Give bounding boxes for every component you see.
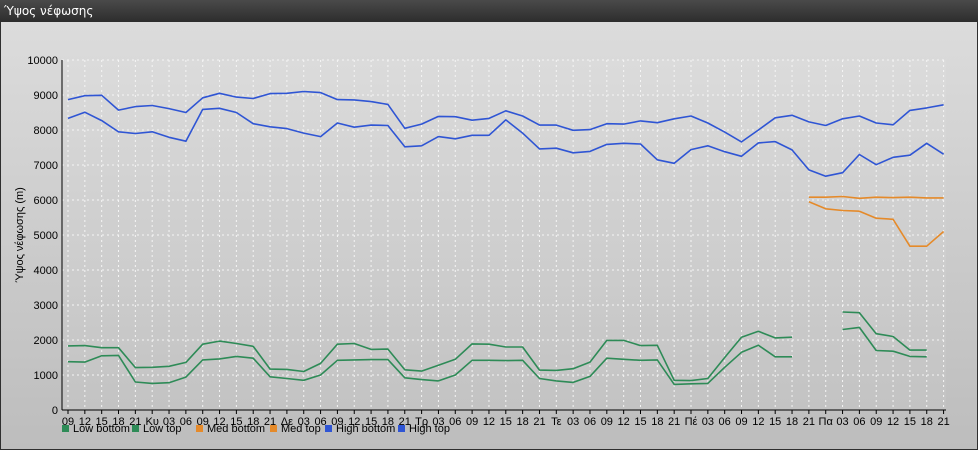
legend-label: Med bottom [207, 423, 265, 435]
x-tick-label: 21 [533, 416, 545, 428]
legend-label: High top [409, 423, 450, 435]
x-tick-label: 09 [601, 416, 613, 428]
y-tick-label: 8000 [34, 125, 58, 137]
title-bar: Ύψος νέφωσης [0, 0, 978, 22]
legend-swatch [398, 425, 405, 432]
x-tick-label: 18 [247, 416, 259, 428]
x-tick-label: Τε [551, 416, 562, 428]
x-tick-label: 15 [500, 416, 512, 428]
legend-swatch [62, 425, 69, 432]
x-tick-label: Πα [819, 416, 834, 428]
series-line-low-top [67, 311, 927, 382]
x-tick-label: 15 [96, 416, 108, 428]
x-tick-label: 15 [634, 416, 646, 428]
cloud-height-chart: 0 1000 2000 3000 4000 5000 6000 7000 8000 9000 100… [14, 55, 950, 435]
x-tick-label: 18 [921, 416, 933, 428]
x-tick-label: 03 [702, 416, 714, 428]
y-tick-label: 6000 [34, 195, 58, 207]
series-line-med-bottom [808, 201, 945, 247]
legend-label: Low top [143, 423, 182, 435]
y-tick-label: 0 [52, 405, 58, 417]
series-line-high-top [67, 90, 944, 143]
x-tick-label: 18 [651, 416, 663, 428]
chart-panel: 0 1000 2000 3000 4000 5000 6000 7000 8000 9000 100… [1, 22, 977, 449]
x-tick-label: 06 [314, 416, 326, 428]
legend-swatch [270, 425, 277, 432]
x-tick-label: 12 [483, 416, 495, 428]
x-tick-label: 03 [836, 416, 848, 428]
x-tick-label: 06 [449, 416, 461, 428]
x-tick-label: Κυ [146, 416, 159, 428]
x-tick-label: 09 [870, 416, 882, 428]
x-tick-label: 18 [517, 416, 529, 428]
x-tick-label: 12 [348, 416, 360, 428]
x-tick-label: 21 [668, 416, 680, 428]
x-tick-label: 09 [735, 416, 747, 428]
x-tick-label: 12 [618, 416, 630, 428]
y-tick-label: 1000 [34, 370, 58, 382]
y-tick-label: 4000 [34, 265, 58, 277]
x-tick-label: 12 [752, 416, 764, 428]
x-tick-label: 09 [331, 416, 343, 428]
y-tick-label: 9000 [34, 90, 58, 102]
x-tick-label: 03 [432, 416, 444, 428]
x-tick-label: 06 [584, 416, 596, 428]
series-line-med-top [808, 195, 944, 200]
x-tick-label: 15 [904, 416, 916, 428]
x-tick-label: 21 [803, 416, 815, 428]
x-tick-label: 03 [163, 416, 175, 428]
x-tick-label: 15 [230, 416, 242, 428]
y-tick-label: 7000 [34, 160, 58, 172]
legend-swatch [196, 425, 203, 432]
x-tick-label: 06 [719, 416, 731, 428]
x-tick-label: 06 [180, 416, 192, 428]
x-tick-label: Τρ [415, 416, 428, 428]
legend-swatch [132, 425, 139, 432]
y-tick-label: 5000 [34, 230, 58, 242]
x-tick-label: Πέ [685, 416, 698, 428]
x-tick-label: 03 [567, 416, 579, 428]
x-tick-label: 12 [887, 416, 899, 428]
series-line-high-bottom [67, 107, 945, 177]
y-tick-label: 10000 [27, 55, 58, 67]
legend-label: Med top [281, 423, 321, 435]
legend-label: Low bottom [73, 423, 130, 435]
y-tick-label: 3000 [34, 300, 58, 312]
x-tick-label: 15 [365, 416, 377, 428]
x-tick-label: 03 [298, 416, 310, 428]
x-tick-label: 18 [786, 416, 798, 428]
y-axis-label: Ύψος νέφωσης (m) [14, 187, 26, 283]
x-tick-label: 21 [937, 416, 949, 428]
y-tick-label: 2000 [34, 335, 58, 347]
x-tick-label: 15 [769, 416, 781, 428]
x-tick-label: Δε [281, 416, 293, 428]
x-tick-label: 09 [466, 416, 478, 428]
x-tick-label: 06 [853, 416, 865, 428]
series-line-low-bottom [67, 326, 927, 386]
x-tick-label: 18 [382, 416, 394, 428]
legend-label: High bottom [336, 423, 395, 435]
window-title: Ύψος νέφωσης [4, 4, 94, 18]
legend-swatch [325, 425, 332, 432]
x-tick-label: 18 [112, 416, 124, 428]
x-tick-label: 12 [79, 416, 91, 428]
x-tick-label: 12 [213, 416, 225, 428]
